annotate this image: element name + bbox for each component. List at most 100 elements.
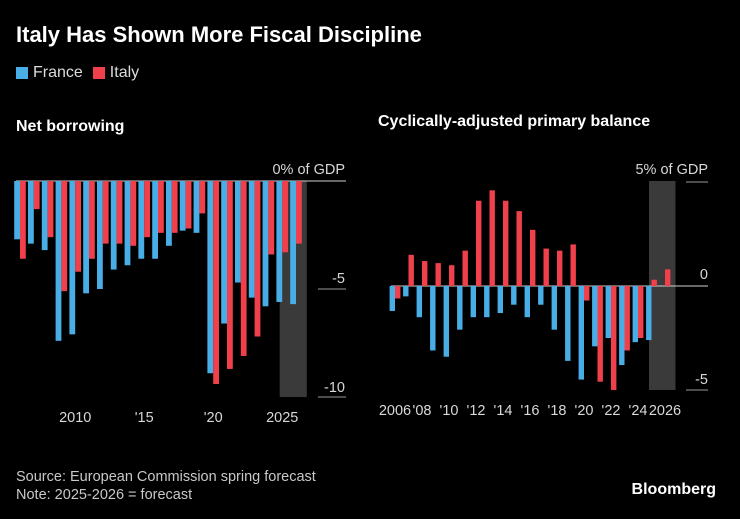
bar-france-2009 [430,286,436,351]
x-tick-label: 2006 [379,403,411,419]
bar-france-2013 [110,181,117,270]
primary-balance-title: Cyclically-adjusted primary balance [378,113,651,130]
bar-italy-2012 [476,200,482,286]
bar-italy-2025 [651,279,657,286]
bar-france-2018 [179,181,186,231]
bar-italy-2011 [89,181,95,259]
x-tick-label: 2025 [266,410,298,426]
bar-italy-2020 [213,181,219,385]
bar-france-2019 [193,181,200,233]
bar-france-2019 [565,286,571,361]
x-tick-label: 2026 [649,403,681,419]
x-tick-label: 2010 [59,410,91,426]
bar-italy-2018 [185,181,192,229]
source-note: Source: European Commission spring forec… [16,469,316,485]
bar-france-2008 [41,181,48,251]
bar-italy-2013 [116,181,123,244]
y-tick-label: -5 [332,271,345,287]
x-tick-label: '14 [494,403,513,419]
bar-italy-2022 [240,181,247,356]
bar-france-2014 [124,181,131,266]
legend-item-france[interactable]: France [16,64,83,82]
bar-france-2020 [578,286,584,380]
bar-italy-2009 [435,263,441,286]
bar-italy-2019 [570,244,576,286]
bar-italy-2026 [665,269,671,286]
bar-italy-2008 [47,181,54,238]
bar-france-2023 [619,286,625,366]
bar-france-2013 [484,286,490,318]
bar-france-2026 [290,181,296,305]
bar-italy-2010 [449,265,455,286]
bar-france-2008 [416,286,422,318]
legend-swatch-italy [92,67,105,79]
bar-france-2016 [152,181,158,259]
bar-italy-2020 [584,286,590,301]
chart-title: Italy Has Shown More Fiscal Discipline [16,22,422,47]
bar-france-2025 [646,286,652,341]
bar-france-2011 [457,286,463,330]
bar-italy-2023 [254,181,261,337]
x-tick-label: '08 [413,403,432,419]
footer: Source: European Commission spring forec… [16,468,316,504]
bar-italy-2006 [395,286,401,299]
bar-france-2018 [551,286,557,330]
bar-italy-2021 [597,286,603,382]
bar-italy-2022 [611,286,617,390]
bar-italy-2010 [75,181,81,272]
bar-italy-2018 [557,250,563,286]
forecast-note: Note: 2025-2026 = forecast [16,487,193,503]
legend: France Italy [16,64,149,82]
x-tick-label: '24 [629,403,648,419]
y-tick-label: 0 [700,267,708,283]
bar-italy-2013 [489,190,495,286]
bar-france-2014 [497,286,503,314]
bar-france-2020 [207,181,214,374]
bar-italy-2011 [462,250,468,286]
x-tick-label: '20 [204,410,223,426]
bar-italy-2009 [61,181,68,292]
bar-italy-2007 [408,254,414,286]
bar-italy-2016 [530,229,536,286]
bar-italy-2017 [171,181,178,233]
bar-italy-2008 [422,261,428,286]
bar-france-2010 [69,181,76,335]
bar-france-2011 [83,181,89,294]
bar-france-2021 [592,286,598,347]
bar-france-2015 [511,286,517,305]
x-tick-label: '22 [602,403,621,419]
legend-item-italy[interactable]: Italy [92,64,139,82]
y-tick-label: 0% of GDP [272,162,345,178]
y-tick-label: -10 [324,380,345,396]
bar-france-2012 [97,181,103,289]
bloomberg-logo: Bloomberg [631,481,716,498]
bar-italy-2023 [624,286,630,351]
bar-italy-2014 [130,181,137,246]
bar-france-2024 [262,181,269,307]
bar-italy-2021 [227,181,233,369]
bar-france-2010 [443,286,449,357]
legend-swatch-france [16,67,28,79]
x-tick-label: '16 [521,403,540,419]
bar-italy-2007 [33,181,40,210]
x-tick-label: '15 [135,410,154,426]
bar-france-2023 [248,181,255,298]
bar-italy-2026 [296,181,302,244]
bar-france-2022 [235,181,241,283]
bar-france-2025 [276,181,283,302]
bar-france-2006 [389,286,395,311]
bar-italy-2016 [158,181,164,233]
bar-italy-2019 [199,181,206,214]
bar-france-2007 [403,286,409,297]
legend-label-france: France [33,64,83,81]
y-tick-label: 5% of GDP [635,162,708,178]
bar-france-2022 [605,286,611,338]
net-borrowing-title: Net borrowing [16,118,125,135]
bar-italy-2014 [503,200,509,286]
bar-italy-2017 [543,248,549,286]
bar-france-2006 [14,181,20,240]
bar-italy-2015 [144,181,150,238]
bar-france-2017 [166,181,172,246]
bar-italy-2006 [20,181,26,259]
